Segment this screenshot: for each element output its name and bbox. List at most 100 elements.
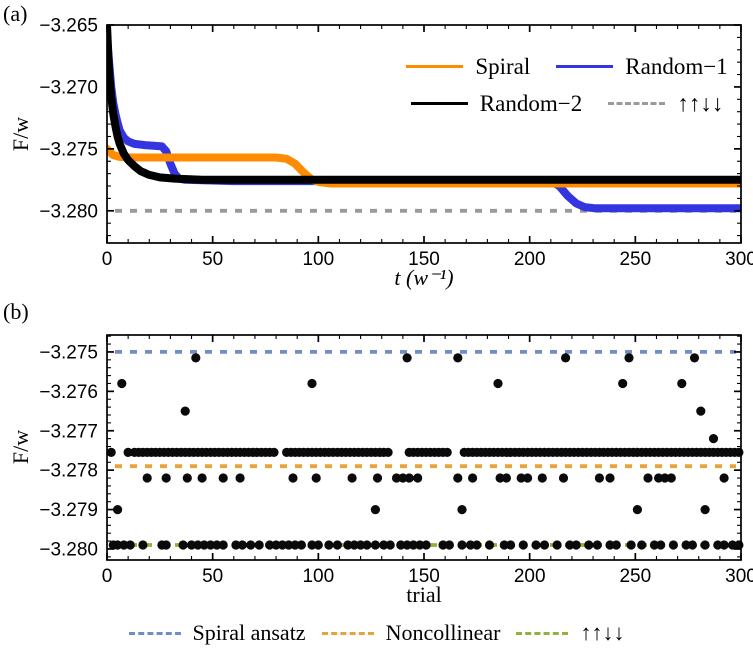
x-tick-label: 100 bbox=[302, 249, 334, 270]
scatter-point bbox=[700, 505, 710, 515]
scatter-point bbox=[235, 473, 245, 483]
x-tick-label: 0 bbox=[102, 566, 113, 587]
plot-frame bbox=[106, 334, 742, 561]
scatter-point bbox=[558, 473, 569, 483]
legend-sample-random-2 bbox=[410, 102, 468, 105]
panel-b-label: (b) bbox=[3, 299, 29, 324]
scatter-point bbox=[713, 540, 723, 550]
scatter-point bbox=[700, 540, 710, 550]
scatter-point bbox=[453, 473, 463, 483]
panel-b-x-axis-title: trial bbox=[406, 582, 442, 607]
scatter-point bbox=[611, 540, 621, 550]
scatter-point bbox=[383, 447, 393, 457]
scatter-point bbox=[472, 540, 482, 550]
y-tick-label: −3.278 bbox=[39, 461, 98, 482]
legend-row: Random−2 ↑↑↓↓ bbox=[388, 85, 746, 122]
scatter-point bbox=[637, 540, 647, 550]
scatter-point bbox=[284, 540, 294, 550]
scatter-point bbox=[457, 540, 467, 550]
panel-a-legend: Spiral Random−1 Random−2 ↑↑↓↓ bbox=[388, 48, 746, 122]
scatter-point bbox=[193, 540, 203, 550]
scatter-point bbox=[231, 540, 241, 550]
scatter-point bbox=[379, 540, 389, 550]
scatter-point bbox=[605, 540, 615, 550]
legend-sample-spiral-ansatz bbox=[128, 631, 181, 635]
panel-a-y-axis-title: F/w bbox=[8, 116, 33, 152]
legend-item-random-1: Random−1 bbox=[556, 53, 728, 80]
scatter-point bbox=[592, 540, 602, 550]
scatter-point bbox=[413, 473, 423, 483]
scatter-point bbox=[727, 540, 738, 550]
scatter-point bbox=[465, 540, 476, 550]
legend-item-up-up-down-down: ↑↑↓↓ bbox=[516, 620, 624, 646]
panel-a-plot: 0 50 100 150 200 250 300 −3.265 −3.270 −3.275 −3.2… bbox=[39, 16, 753, 271]
scatter-point bbox=[113, 505, 123, 515]
scatter-point bbox=[632, 505, 643, 515]
x-tick-label: 50 bbox=[202, 249, 223, 270]
panel-b-legend: Spiral ansatz Noncollinear ↑↑↓↓ bbox=[0, 620, 753, 646]
legend-sample-spiral bbox=[406, 65, 464, 68]
scatter-point bbox=[654, 473, 664, 483]
scatter-point bbox=[218, 473, 228, 483]
x-tick-label: 0 bbox=[102, 249, 113, 270]
scatter-point bbox=[246, 540, 256, 550]
x-tick-label: 250 bbox=[619, 566, 651, 587]
scatter-point bbox=[468, 473, 478, 483]
legend-label-noncollinear: Noncollinear bbox=[385, 620, 501, 645]
x-tick-label: 200 bbox=[514, 249, 546, 270]
scatter-point bbox=[290, 540, 300, 550]
scatter-point bbox=[687, 540, 698, 550]
scatter-point bbox=[649, 540, 660, 550]
scatter-point bbox=[197, 473, 207, 483]
legend-item-up-up-down-down: ↑↑↓↓ bbox=[608, 91, 723, 117]
scatter-point bbox=[324, 540, 334, 550]
scatter-point bbox=[444, 540, 454, 550]
scatter-point bbox=[668, 540, 679, 550]
panel-b-y-axis-title: F/w bbox=[8, 429, 33, 465]
scatter-point bbox=[516, 473, 526, 483]
scatter-point bbox=[398, 473, 408, 483]
legend-sample-random-1 bbox=[556, 65, 614, 68]
scatter-point bbox=[356, 540, 366, 550]
scatter-point bbox=[565, 540, 575, 550]
scatter-point bbox=[307, 540, 317, 550]
scatter-point bbox=[719, 473, 729, 483]
legend-label-random-1: Random−1 bbox=[625, 53, 728, 79]
scatter-point bbox=[618, 378, 628, 389]
scatter-point bbox=[385, 540, 395, 550]
scatter-point bbox=[212, 540, 222, 550]
scatter-point bbox=[457, 505, 467, 515]
scatter-point bbox=[689, 353, 700, 363]
scatter-point bbox=[269, 447, 279, 457]
y-tick-label: −3.275 bbox=[39, 139, 98, 160]
scatter-point bbox=[370, 540, 380, 550]
scatter-point bbox=[123, 447, 133, 457]
scatter-point bbox=[552, 540, 562, 550]
scatter-point bbox=[408, 540, 418, 550]
scatter-point bbox=[438, 540, 448, 550]
x-tick-label: 100 bbox=[302, 566, 334, 587]
scatter-point bbox=[313, 540, 323, 550]
scatter-point bbox=[523, 473, 533, 483]
scatter-point bbox=[442, 447, 452, 457]
scatter-point bbox=[391, 473, 402, 483]
y-tick-label: −3.280 bbox=[39, 201, 98, 222]
x-tick-label: 150 bbox=[408, 249, 440, 270]
scatter-point bbox=[372, 473, 383, 483]
scatter-point bbox=[119, 540, 129, 550]
legend-item-spiral: Spiral bbox=[406, 54, 530, 80]
scatter-point bbox=[708, 434, 719, 444]
y-tick-label: −3.280 bbox=[39, 539, 98, 560]
legend-sample-up-up-down-down bbox=[516, 631, 569, 635]
scatter-point bbox=[271, 540, 281, 550]
scatter-point bbox=[370, 505, 380, 515]
scatter-point bbox=[518, 540, 528, 550]
scatter-point bbox=[495, 473, 505, 483]
scatter-point bbox=[493, 378, 503, 389]
scatter-point bbox=[343, 540, 353, 550]
scatter-point bbox=[218, 540, 228, 550]
scatter-point bbox=[421, 540, 431, 550]
legend-label-spiral-ansatz: Spiral ansatz bbox=[192, 620, 306, 645]
scatter-point bbox=[288, 473, 298, 483]
